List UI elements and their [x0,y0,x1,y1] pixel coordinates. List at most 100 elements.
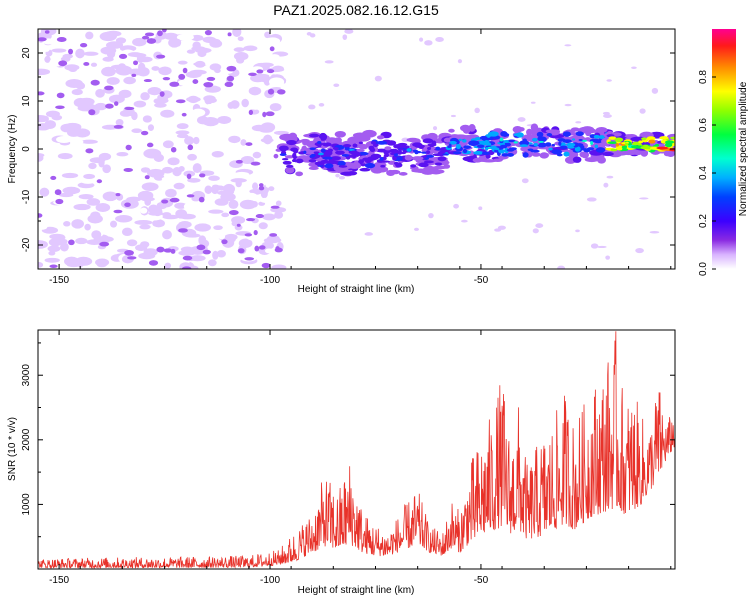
heatmap-cell [138,62,146,73]
heatmap-cell [56,135,72,144]
colorbar-gradient [712,29,736,269]
heatmap-cell [435,37,444,43]
heatmap-cell [108,173,120,181]
heatmap-cell [250,161,261,166]
heatmap-cell [558,141,562,146]
heatmap-cell [245,142,253,146]
heatmap-cell [348,148,355,151]
heatmap-cell [38,143,48,153]
heatmap-cell [162,140,174,149]
heatmap-cell [403,149,407,154]
heatmap-cell [575,143,584,147]
heatmap-cell [272,112,284,120]
heatmap-cell [44,257,60,263]
heatmap-cell [597,245,607,249]
heatmap-cell [73,139,84,145]
heatmap-cell [71,219,84,229]
heatmap-cell [546,132,553,137]
heatmap-cell [208,259,217,267]
heatmap-cell [144,32,155,37]
heatmap-cell [532,137,538,142]
heatmap-cell [526,128,533,136]
heatmap-cell [64,256,80,267]
heatmap-cell [639,197,649,200]
heatmap-cell [621,148,629,152]
heatmap-cell [220,192,236,202]
heatmap-cell [358,159,365,164]
heatmap-cell [640,149,649,157]
heatmap-cell [497,225,506,230]
heatmap-cell [458,138,462,142]
snr-series [38,331,675,569]
heatmap-cell [537,136,545,142]
heatmap-cell [194,60,206,68]
heatmap-cell [419,37,424,42]
heatmap-cell [237,36,244,42]
heatmap-cell [332,157,338,160]
heatmap-cell [574,146,581,152]
heatmap-cell [90,211,101,220]
heatmap-cell [340,171,355,176]
heatmap-cell [317,141,322,144]
heatmap-cell [310,153,316,157]
heatmap-cell [539,152,549,159]
heatmap-cell [424,157,429,160]
heatmap-cell [364,232,373,236]
heatmap-cell [607,141,618,145]
heatmap-cell [143,248,158,257]
heatmap-cell [306,140,320,148]
heatmap-cell [51,114,63,121]
heatmap-cell [563,151,570,157]
heatmap-cell [318,132,328,141]
heatmap-cell [139,207,148,214]
heatmap-cell [279,153,287,157]
spectrogram-x-label: Height of straight line (km) [298,284,415,295]
heatmap-cell [123,76,136,85]
heatmap-cell [442,153,449,156]
figure-title: PAZ1.2025.082.16.12.G15 [273,2,439,18]
heatmap-cell [178,250,196,256]
heatmap-cell [268,77,285,87]
heatmap-cell [85,31,94,40]
heatmap-cell [531,152,541,157]
heatmap-cell [359,167,371,172]
heatmap-cell [193,136,200,145]
heatmap-cell [187,153,197,161]
heatmap-cell [323,159,329,164]
heatmap-cell [341,154,350,157]
heatmap-cell [256,69,264,74]
heatmap-cell [322,142,332,147]
heatmap-cell [651,87,659,94]
heatmap-cell [174,38,182,47]
heatmap-cell [399,148,404,151]
heatmap-cell [170,146,177,153]
heatmap-cell [101,66,116,77]
heatmap-cell [156,54,166,59]
heatmap-cell [659,136,669,140]
heatmap-cell [230,178,247,183]
heatmap-cell [566,146,575,149]
heatmap-cell [318,152,324,156]
heatmap-cell [42,46,50,52]
heatmap-cell [162,29,167,33]
colorbar-tick-label: 0.2 [698,214,709,228]
heatmap-cell [64,64,80,71]
heatmap-cell [384,153,390,158]
heatmap-cell [263,134,273,145]
heatmap-cell [151,66,160,71]
heatmap-cell [248,100,264,110]
heatmap-cell [114,101,119,106]
y-tick-label: 3000 [21,364,32,387]
heatmap-cell [236,223,241,227]
heatmap-cell [324,60,334,64]
heatmap-cell [603,182,609,188]
heatmap-cell [572,156,582,163]
heatmap-cell [252,151,262,159]
heatmap-cell [517,117,526,122]
heatmap-cell [586,147,595,151]
heatmap-cell [622,204,629,209]
heatmap-cell [308,104,316,110]
heatmap-cell [78,193,94,200]
heatmap-cell [612,49,623,53]
